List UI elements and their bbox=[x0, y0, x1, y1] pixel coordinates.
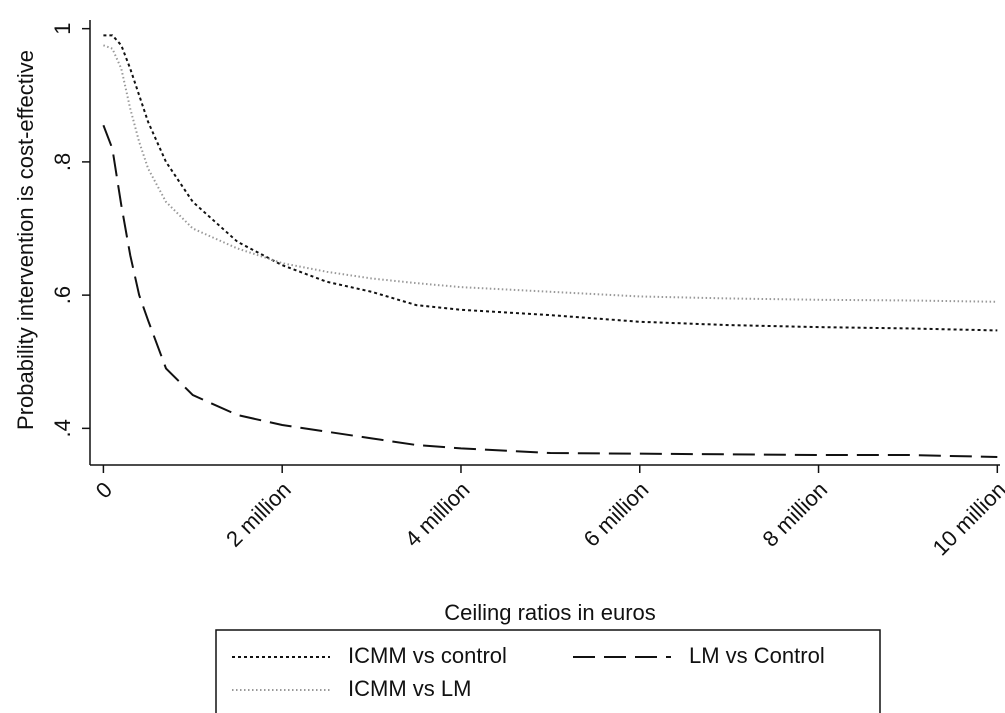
series-line bbox=[103, 34, 998, 332]
x-tick-label: 0 bbox=[91, 477, 117, 503]
series-line bbox=[103, 44, 998, 303]
legend-box bbox=[215, 629, 881, 713]
x-tick-label: 10 million bbox=[928, 477, 1005, 560]
legend-label: ICMM vs LM bbox=[348, 676, 471, 701]
series-line bbox=[102, 124, 998, 459]
y-axis-title: Probability intervention is cost-effecti… bbox=[13, 50, 38, 430]
y-tick-label: .4 bbox=[50, 419, 75, 437]
y-tick-label: .6 bbox=[50, 286, 75, 304]
y-tick-label: 1 bbox=[50, 23, 75, 35]
x-axis-title: Ceiling ratios in euros bbox=[444, 600, 656, 625]
x-tick-label: 2 million bbox=[221, 477, 296, 552]
x-tick-label: 8 million bbox=[757, 477, 832, 552]
x-tick-label: 4 million bbox=[400, 477, 475, 552]
x-tick-label: 6 million bbox=[579, 477, 654, 552]
y-tick-label: .8 bbox=[50, 153, 75, 171]
legend-label: ICMM vs control bbox=[348, 643, 507, 668]
legend-label: LM vs Control bbox=[689, 643, 825, 668]
